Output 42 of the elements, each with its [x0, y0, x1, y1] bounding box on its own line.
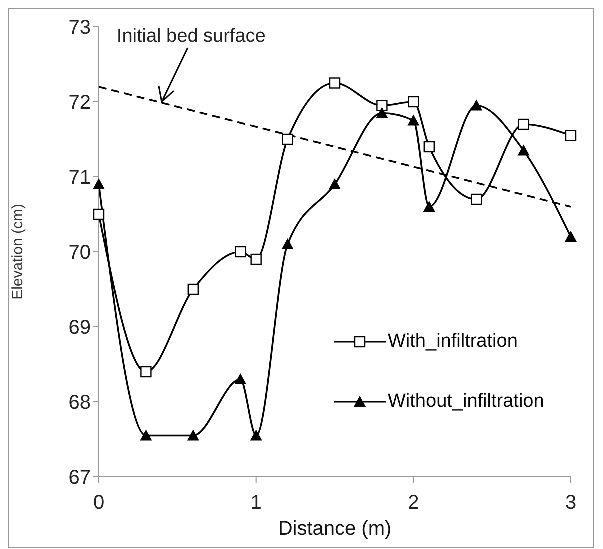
point — [140, 430, 152, 441]
annotation: Initial bed surface — [116, 26, 266, 47]
y-tick-label: 73 — [68, 17, 91, 40]
point — [518, 118, 530, 130]
point — [424, 141, 435, 153]
point — [187, 430, 200, 441]
point — [93, 208, 105, 220]
point — [140, 366, 152, 378]
y-tick-label: 72 — [68, 92, 91, 114]
point — [188, 284, 199, 296]
point — [376, 100, 388, 112]
point — [518, 144, 530, 156]
legend-label: With_infiltration — [388, 331, 518, 353]
legend-label: Without_infiltration — [388, 391, 544, 413]
x-tick-label: 1 — [250, 492, 262, 514]
point — [565, 130, 577, 142]
y-tick-label: 67 — [68, 467, 91, 490]
point — [234, 374, 247, 384]
point — [235, 246, 246, 258]
point — [282, 134, 294, 146]
x-tick-label: 2 — [408, 492, 420, 514]
y-tick-label: 70 — [68, 242, 91, 264]
point — [408, 114, 420, 126]
point — [471, 194, 482, 206]
y-tick-label: 68 — [68, 392, 91, 414]
x-axis-title: Distance (m) — [278, 518, 392, 540]
point — [423, 201, 436, 212]
x-tick-label: 0 — [93, 492, 105, 514]
point — [250, 254, 262, 266]
point — [470, 100, 483, 111]
point — [565, 231, 577, 242]
y-tick-label: 69 — [68, 317, 91, 340]
point — [376, 107, 388, 118]
x-tick-label: 3 — [565, 492, 577, 514]
point — [329, 178, 341, 190]
point — [329, 78, 341, 89]
point — [282, 238, 294, 250]
point — [250, 430, 262, 441]
point — [408, 96, 420, 108]
point — [93, 178, 105, 190]
y-axis-title: Elevation (cm) — [9, 204, 26, 300]
y-tick-label: 71 — [68, 167, 91, 190]
